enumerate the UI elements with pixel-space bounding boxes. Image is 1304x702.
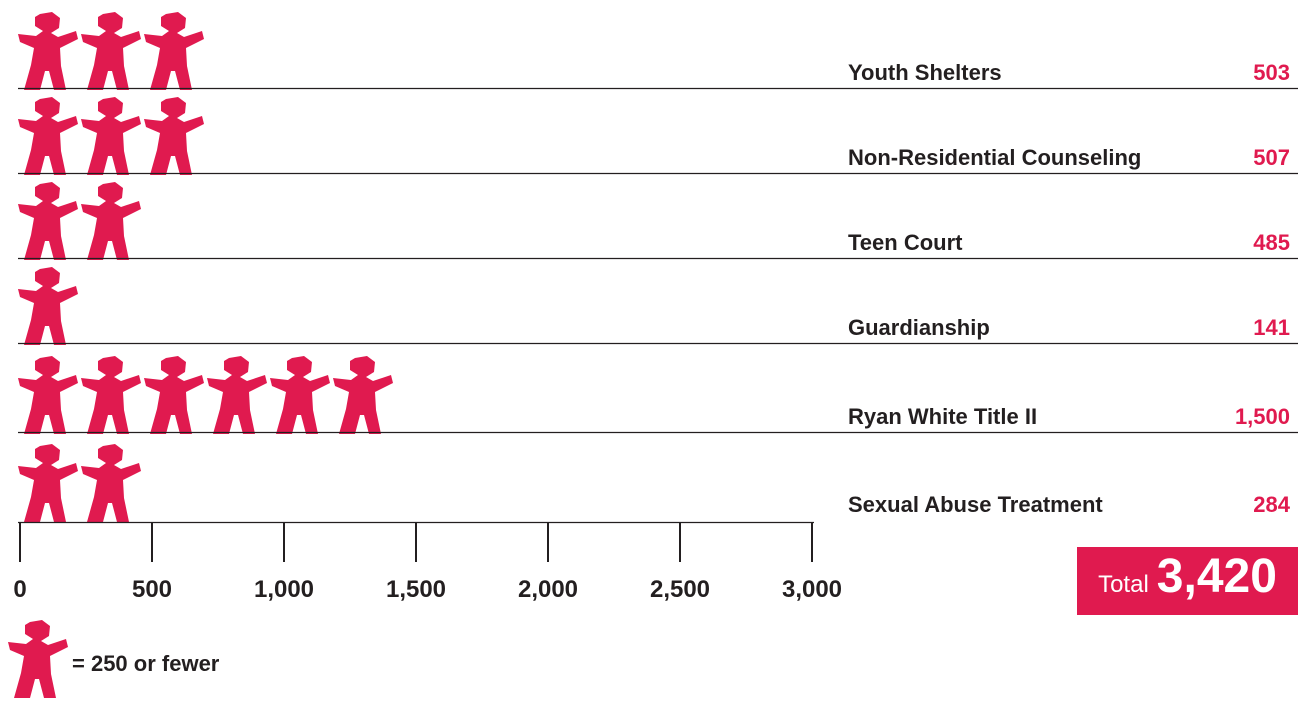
row-value: 485 <box>1253 230 1290 255</box>
person-icon <box>81 182 141 260</box>
row-value: 284 <box>1253 492 1290 517</box>
total-value: 3,420 <box>1156 550 1277 603</box>
tick-label: 0 <box>13 576 26 603</box>
tick-label: 1,500 <box>386 576 446 603</box>
row-label: Ryan White Title II <box>848 404 1037 429</box>
row-value: 503 <box>1253 60 1290 85</box>
tick-label: 3,000 <box>782 576 842 603</box>
chart-row: Non-Residential Counseling 507 <box>18 97 1298 175</box>
row-label: Youth Shelters <box>848 60 1002 85</box>
person-icon <box>18 97 78 175</box>
person-icon <box>81 356 141 434</box>
person-icon <box>18 356 78 434</box>
row-label: Non-Residential Counseling <box>848 145 1141 170</box>
person-icon <box>18 12 78 90</box>
chart-row: Sexual Abuse Treatment 284 <box>18 444 1291 522</box>
person-icon <box>144 12 204 90</box>
person-icon <box>18 444 78 522</box>
person-icon <box>18 267 78 345</box>
rows-layer: Youth Shelters 503 Non-Residential Counsel… <box>18 12 1298 522</box>
tick-label: 2,500 <box>650 576 710 603</box>
row-label: Teen Court <box>848 230 963 255</box>
row-value: 1,500 <box>1235 404 1290 429</box>
chart-row: Ryan White Title II 1,500 <box>18 356 1298 434</box>
total-label: Total <box>1098 571 1149 598</box>
chart-row: Teen Court 485 <box>18 182 1298 260</box>
row-label: Guardianship <box>848 315 990 340</box>
row-value: 507 <box>1253 145 1290 170</box>
chart-row: Guardianship 141 <box>18 267 1298 345</box>
tick-label: 1,000 <box>254 576 314 603</box>
person-icon <box>207 356 267 434</box>
person-icon <box>144 97 204 175</box>
person-icon <box>81 444 141 522</box>
legend: = 250 or fewer <box>8 620 219 698</box>
person-icon <box>81 12 141 90</box>
person-icon <box>81 97 141 175</box>
legend-text: = 250 or fewer <box>72 651 220 676</box>
person-icon <box>270 356 330 434</box>
person-icon <box>144 356 204 434</box>
person-icon <box>333 356 393 434</box>
x-axis: 0 500 1,000 1,500 2,000 2,500 3,000 <box>13 521 842 603</box>
row-label: Sexual Abuse Treatment <box>848 492 1103 517</box>
tick-label: 500 <box>132 576 172 603</box>
person-icon <box>8 620 68 698</box>
total-badge: Total 3,420 <box>1077 547 1298 615</box>
person-icon <box>18 182 78 260</box>
row-value: 141 <box>1253 315 1290 340</box>
tick-label: 2,000 <box>518 576 578 603</box>
chart-row: Youth Shelters 503 <box>18 12 1298 90</box>
